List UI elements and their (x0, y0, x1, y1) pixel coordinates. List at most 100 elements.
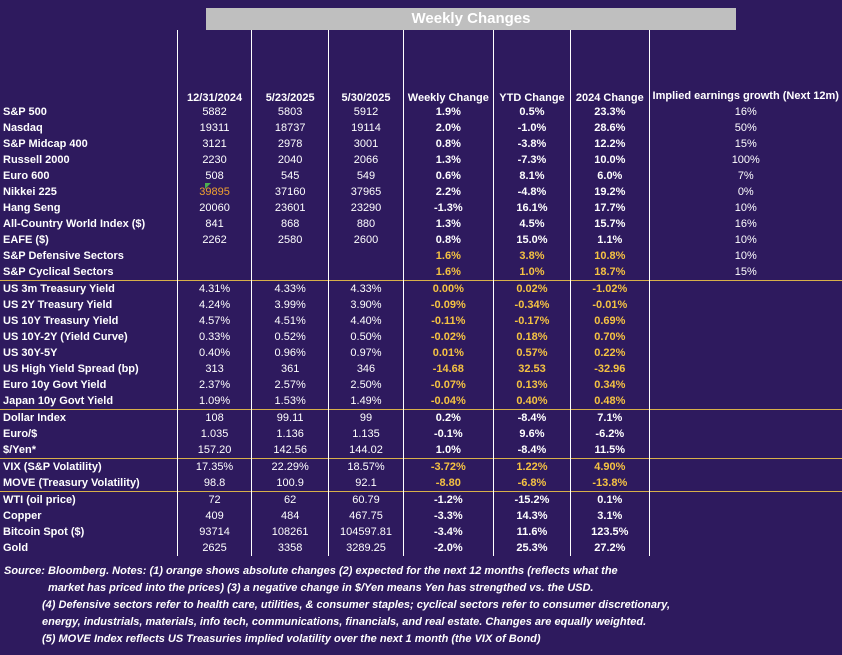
cell-weekly-change: 2.2% (402, 184, 494, 200)
cell-weekly-change: -1.2% (402, 491, 494, 508)
cell-2024-change: 11.5% (570, 442, 650, 459)
cell-implied-growth (648, 475, 842, 492)
cell-value-2025-05-30: 2.50% (328, 377, 404, 393)
table-row: MOVE (Treasury Volatility) 98.8 100.9 92.1-… (0, 475, 842, 492)
cell-ytd-change: 0.57% (492, 345, 571, 361)
cell-value-2025-05-30: 2066 (328, 152, 404, 168)
cell-2024-change: 3.1% (570, 508, 650, 524)
table-row: Copper 409 484 467.75 -3.3% 14.3% 3.1% (0, 508, 842, 524)
cell-implied-growth (648, 377, 842, 393)
cell-implied-growth (648, 280, 842, 297)
cell-value-2025-05-30: 467.75 (328, 508, 404, 524)
cell-ytd-change: 4.5% (492, 216, 571, 232)
cell-weekly-change: 0.2% (402, 409, 494, 426)
cell-value-2025-05-30: 37965 (328, 184, 404, 200)
cell-value-2024-12-31: 0.33% (177, 329, 252, 345)
cell-value-2025-05-30: 104597.81 (328, 524, 404, 540)
cell-value-2025-05-23 (251, 248, 329, 264)
cell-implied-growth (648, 409, 842, 426)
row-label: Russell 2000 (3, 154, 70, 166)
table-row: $/Yen* 157.20 142.56 144.02 1.0% -8.4% 11.5% (0, 442, 842, 459)
cell-implied-growth (648, 442, 842, 459)
cell-implied-growth (648, 426, 842, 442)
header-weekly-change: Weekly Change (402, 30, 494, 104)
cell-weekly-change: -14.68 (402, 361, 494, 377)
cell-2024-change: 17.7% (570, 200, 650, 216)
cell-weekly-change: 1.9% (402, 104, 494, 120)
table-row: EAFE ($) 2262 2580 2600 0.8% 15.0% 1.1% 10% (0, 232, 842, 248)
table-row: S&P Midcap 400 3121 2978 3001 0.8% -3.8% 12.2%… (0, 136, 842, 152)
cell-implied-growth (648, 458, 842, 475)
cell-value-2024-12-31: 2262 (177, 232, 252, 248)
cell-value-2025-05-23: 99.11 (251, 409, 329, 426)
table-body: S&P 500 5882 5803 5912 1.9% 0.5% 23.3% 16% Nasda… (0, 104, 842, 556)
cell-weekly-change: -3.72% (402, 458, 494, 475)
cell-value-2025-05-30: 0.50% (328, 329, 404, 345)
cell-value-2025-05-30 (328, 264, 404, 281)
cell-value-2025-05-30: 0.97% (328, 345, 404, 361)
cell-implied-growth: 16% (648, 104, 842, 120)
cell-value-2025-05-30: 346 (328, 361, 404, 377)
cell-value-2024-12-31: 19311 (177, 120, 252, 136)
cell-value-2025-05-23: 0.96% (251, 345, 329, 361)
weekly-changes-table: 12/31/2024 5/23/2025 5/30/2025 Weekly Ch… (0, 30, 842, 556)
table-row: US 2Y Treasury Yield 4.24% 3.99% 3.90% -0.09… (0, 297, 842, 313)
cell-weekly-change: 1.6% (402, 264, 494, 281)
row-label: Euro 600 (3, 170, 50, 182)
cell-value-2024-12-31: 4.24% (177, 297, 252, 313)
cell-2024-change: -1.02% (570, 280, 650, 297)
cell-comment-marker (205, 183, 211, 189)
header-2024-change: 2024 Change (570, 30, 650, 104)
cell-weekly-change: 1.3% (402, 216, 494, 232)
table-row: S&P 500 5882 5803 5912 1.9% 0.5% 23.3% 16% (0, 104, 842, 120)
cell-ytd-change: -15.2% (492, 491, 571, 508)
cell-value-2025-05-23: 3.99% (251, 297, 329, 313)
cell-weekly-change: -0.1% (402, 426, 494, 442)
header-row: 12/31/2024 5/23/2025 5/30/2025 Weekly Ch… (0, 30, 842, 104)
cell-value-2025-05-30: 1.49% (328, 393, 404, 410)
cell-implied-growth: 7% (648, 168, 842, 184)
cell-implied-growth: 16% (648, 216, 842, 232)
cell-value-2024-12-31: 5882 (177, 104, 252, 120)
cell-implied-growth (648, 313, 842, 329)
cell-2024-change: 4.90% (570, 458, 650, 475)
cell-ytd-change: -1.0% (492, 120, 571, 136)
footnote-line: (5) MOVE Index reflects US Treasuries im… (42, 633, 541, 645)
cell-ytd-change: -0.34% (492, 297, 571, 313)
header-ytd-change: YTD Change (492, 30, 571, 104)
cell-2024-change: 0.69% (570, 313, 650, 329)
cell-value-2024-12-31: 4.57% (177, 313, 252, 329)
cell-value-2024-12-31: 1.09% (177, 393, 252, 410)
cell-implied-growth (648, 524, 842, 540)
cell-value-2025-05-30: 549 (328, 168, 404, 184)
cell-value-2024-12-31: 409 (177, 508, 252, 524)
row-label: US 10Y Treasury Yield (3, 315, 119, 327)
cell-implied-growth: 0% (648, 184, 842, 200)
cell-weekly-change: -3.4% (402, 524, 494, 540)
cell-2024-change: 23.3% (570, 104, 650, 120)
row-label: Gold (3, 542, 29, 554)
cell-2024-change: 0.1% (570, 491, 650, 508)
cell-ytd-change: -7.3% (492, 152, 571, 168)
cell-value-2025-05-30: 18.57% (328, 458, 404, 475)
row-label: MOVE (Treasury Volatility) (3, 477, 140, 489)
cell-ytd-change: 9.6% (492, 426, 571, 442)
row-label: Bitcoin Spot ($) (3, 526, 85, 538)
cell-value-2025-05-23: 2978 (251, 136, 329, 152)
row-label: Copper (3, 510, 42, 522)
cell-ytd-change: 0.02% (492, 280, 571, 297)
cell-weekly-change: -0.04% (402, 393, 494, 410)
table-row: Hang Seng 20060 23601 23290 -1.3% 16.1% 17.7% 1… (0, 200, 842, 216)
table-row: Euro 10y Govt Yield 2.37% 2.57% 2.50% -0.07%… (0, 377, 842, 393)
row-label: US 3m Treasury Yield (0, 280, 178, 297)
cell-2024-change: 10.0% (570, 152, 650, 168)
cell-ytd-change: 14.3% (492, 508, 571, 524)
row-label: Euro/$ (3, 428, 38, 440)
cell-2024-change: 0.48% (570, 393, 650, 410)
cell-ytd-change: 0.40% (492, 393, 571, 410)
row-label: Nasdaq (3, 122, 43, 134)
cell-2024-change: -6.2% (570, 426, 650, 442)
header-label (0, 30, 178, 104)
cell-ytd-change: 16.1% (492, 200, 571, 216)
cell-value-2024-12-31: 20060 (177, 200, 252, 216)
